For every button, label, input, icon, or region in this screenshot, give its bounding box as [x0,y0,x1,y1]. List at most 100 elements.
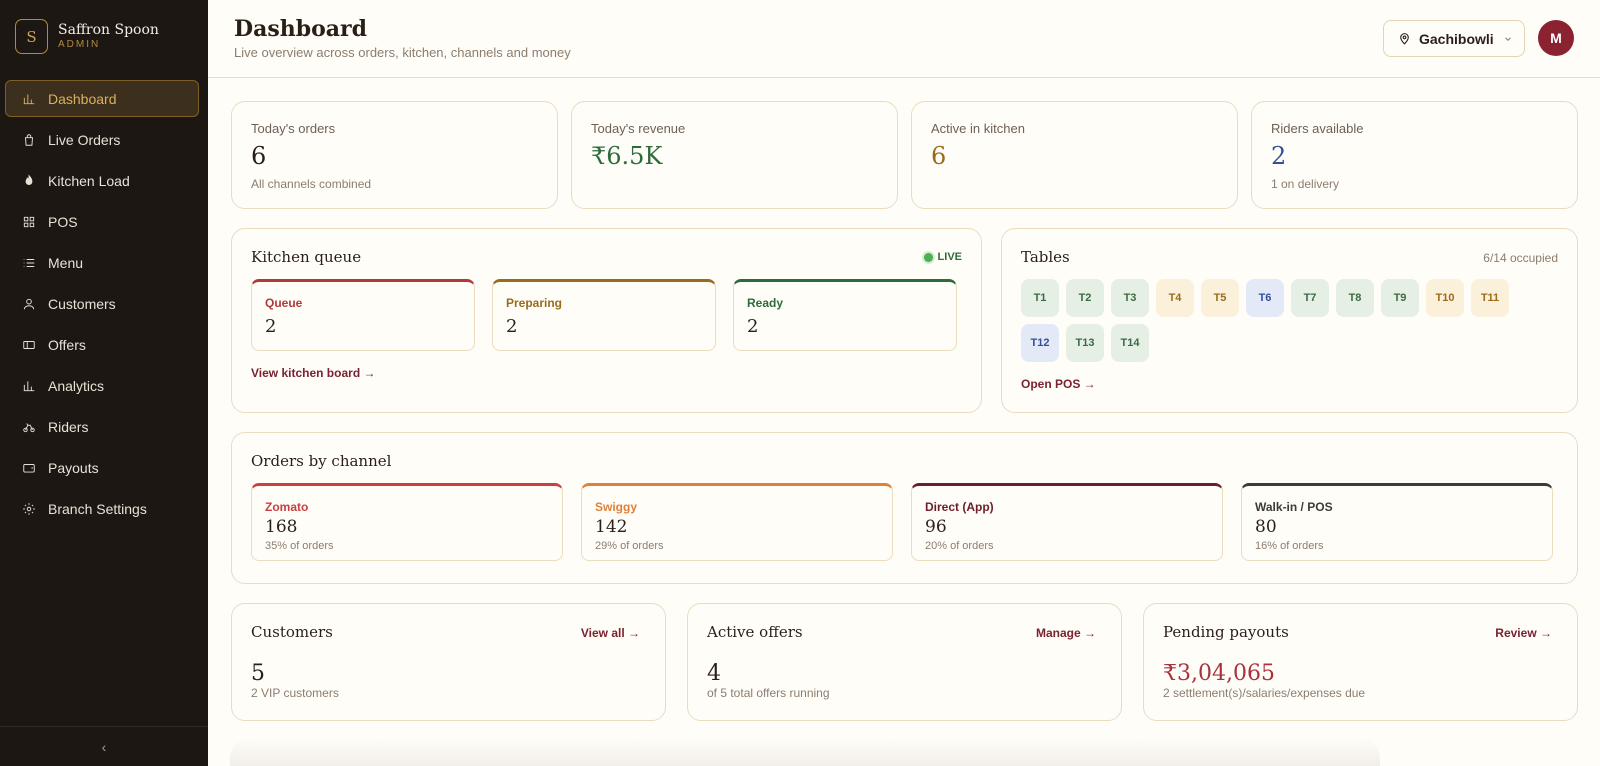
table-chip-t10[interactable]: T10 [1426,279,1464,317]
sidebar-item-label: Branch Settings [48,500,147,517]
sidebar-item-kitchen-load[interactable]: Kitchen Load [5,162,199,199]
avatar[interactable]: M [1538,20,1574,56]
sidebar-item-label: Kitchen Load [48,172,130,189]
table-chip-t13[interactable]: T13 [1066,324,1104,362]
customers-value: 5 [251,661,265,686]
stat-note: 1 on delivery [1271,177,1340,191]
channel-share: 29% of orders [595,540,664,552]
sidebar-item-pos[interactable]: POS [5,203,199,240]
sidebar: S Saffron Spoon ADMIN Dashboard Live Orde… [0,0,208,766]
sidebar-item-label: Live Orders [48,131,121,148]
table-chip-t14[interactable]: T14 [1111,324,1149,362]
sidebar-item-payouts[interactable]: Payouts [5,449,199,486]
sidebar-item-dashboard[interactable]: Dashboard [5,80,199,117]
kitchen-queue-title: Kitchen queue [251,248,362,266]
table-chip-t9[interactable]: T9 [1381,279,1419,317]
stat-label: Active in kitchen [931,121,1025,136]
shopping-bag-icon [21,132,37,148]
tables-grid: T1 T2 T3 T4 T5 T6 T7 T8 T9 T10 T11 T12 T13 T14 [1021,279,1541,369]
brand-logo: S [15,19,48,54]
chevron-left-icon: ‹ [101,738,107,755]
page-subtitle: Live overview across orders, kitchen, ch… [234,45,571,60]
sidebar-item-label: POS [48,213,78,230]
live-dot-icon [923,252,933,262]
sidebar-item-label: Dashboard [48,90,117,107]
channel-share: 20% of orders [925,540,994,552]
kitchen-column-ready[interactable]: Ready 2 [733,279,957,351]
kitchen-column-count: 2 [265,316,277,337]
user-icon [21,296,37,312]
table-chip-t4[interactable]: T4 [1156,279,1194,317]
customers-card: Customers View all → 5 2 VIP customers [231,603,666,721]
pending-payouts-link[interactable]: Review → [1495,626,1552,640]
scroll-fade [230,738,1380,766]
stat-card: Riders available 2 1 on delivery [1251,101,1578,209]
sidebar-nav: Dashboard Live Orders Kitchen Load POS Menu C… [5,80,199,531]
bike-icon [21,419,37,435]
stat-note: All channels combined [251,177,372,191]
table-chip-t11[interactable]: T11 [1471,279,1509,317]
sidebar-item-branch-settings[interactable]: Branch Settings [5,490,199,527]
table-chip-t1[interactable]: T1 [1021,279,1059,317]
customers-link[interactable]: View all → [580,626,640,640]
bar-chart-icon [21,378,37,394]
open-pos-link[interactable]: Open POS → [1021,377,1096,391]
kitchen-column-label: Preparing [506,296,563,310]
channel-orders: 142 [595,517,628,537]
active-offers-card: Active offers Manage → 4 of 5 total offers … [687,603,1122,721]
stat-label: Today's revenue [591,121,686,136]
sidebar-item-customers[interactable]: Customers [5,285,199,322]
table-chip-t6[interactable]: T6 [1246,279,1284,317]
kitchen-column-queue[interactable]: Queue 2 [251,279,475,351]
tables-card: Tables 6/14 occupied T1 T2 T3 T4 T5 T6 T7 T8 T9 T… [1001,228,1578,413]
occupied-count: 6/14 occupied [1483,251,1558,265]
channel-share: 35% of orders [265,540,334,552]
ticket-icon [21,337,37,353]
sidebar-item-label: Customers [48,295,116,312]
branch-select[interactable]: Gachibowli [1383,20,1525,57]
table-chip-t2[interactable]: T2 [1066,279,1104,317]
wallet-icon [21,460,37,476]
channel-orders: 168 [265,517,298,537]
sidebar-item-menu[interactable]: Menu [5,244,199,281]
sidebar-item-label: Riders [48,418,89,435]
active-offers-title: Active offers [707,623,803,641]
channel-name: Swiggy [595,500,638,514]
table-chip-t5[interactable]: T5 [1201,279,1239,317]
stat-label: Today's orders [251,121,336,136]
sidebar-item-live-orders[interactable]: Live Orders [5,121,199,158]
kitchen-column-preparing[interactable]: Preparing 2 [492,279,716,351]
collapse-sidebar-button[interactable]: ‹ [0,726,208,766]
chevron-down-icon [1503,34,1513,44]
stat-value: 6 [251,142,267,170]
sidebar-item-offers[interactable]: Offers [5,326,199,363]
tables-title: Tables [1021,248,1070,266]
bar-chart-icon [21,91,37,107]
grid-icon [21,214,37,230]
customers-note: 2 VIP customers [251,686,339,700]
channel-share: 16% of orders [1255,540,1324,552]
kitchen-queue-card: Kitchen queue LIVE Queue 2 Preparing 2 Ready… [231,228,982,413]
active-offers-note: of 5 total offers running [707,686,830,700]
sidebar-item-riders[interactable]: Riders [5,408,199,445]
brand[interactable]: S Saffron Spoon ADMIN [15,19,159,54]
page-title: Dashboard [234,16,367,42]
pending-payouts-card: Pending payouts Review → ₹3,04,065 2 settle… [1143,603,1578,721]
table-chip-t7[interactable]: T7 [1291,279,1329,317]
sidebar-item-label: Menu [48,254,84,271]
channel-orders: 96 [925,517,947,537]
table-chip-t3[interactable]: T3 [1111,279,1149,317]
active-offers-link[interactable]: Manage → [1035,626,1096,640]
stat-card: Today's orders 6 All channels combined [231,101,558,209]
table-chip-t8[interactable]: T8 [1336,279,1374,317]
stat-card: Today's revenue ₹6.5K [571,101,898,209]
flame-icon [21,173,37,189]
sidebar-item-analytics[interactable]: Analytics [5,367,199,404]
kitchen-column-label: Ready [747,296,784,310]
table-chip-t12[interactable]: T12 [1021,324,1059,362]
channel-name: Direct (App) [925,500,994,514]
page-header: Dashboard Live overview across orders, k… [208,0,1600,78]
map-pin-icon [1398,32,1411,45]
stat-value: 2 [1271,142,1287,170]
view-kitchen-board-link[interactable]: View kitchen board → [251,366,376,380]
